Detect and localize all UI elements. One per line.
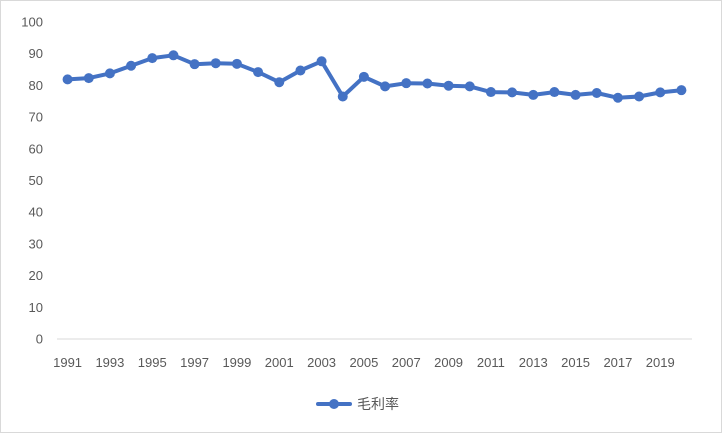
series-layer [62, 50, 687, 103]
data-point [274, 77, 285, 88]
data-point [676, 85, 687, 96]
y-tick-label: 70 [29, 110, 43, 125]
data-point [253, 67, 264, 78]
data-point [507, 87, 518, 98]
y-tick-label: 40 [29, 205, 43, 220]
legend-label: 毛利率 [357, 396, 399, 413]
x-tick-label: 1997 [180, 355, 209, 370]
data-point [655, 87, 666, 98]
x-tick-label: 1999 [222, 355, 251, 370]
data-point [210, 58, 221, 69]
y-tick-label: 0 [36, 332, 43, 347]
data-point [126, 60, 137, 71]
data-point [443, 80, 454, 91]
x-tick-label: 2017 [603, 355, 632, 370]
y-tick-label: 90 [29, 46, 43, 61]
y-axis: 0 10 20 30 40 50 60 70 80 90 100 [21, 15, 43, 347]
y-tick-label: 60 [29, 141, 43, 156]
data-point [401, 78, 412, 89]
data-point [570, 89, 581, 100]
data-point [316, 56, 327, 67]
x-tick-label: 2011 [477, 355, 505, 370]
x-axis: 1991 1993 1995 1997 1999 2001 2003 2005 2007 2009… [53, 338, 692, 370]
y-tick-label: 50 [29, 173, 43, 188]
data-point [62, 74, 73, 85]
data-point [337, 91, 348, 102]
x-tick-label: 1995 [138, 355, 167, 370]
y-tick-label: 10 [29, 300, 43, 315]
y-tick-label: 20 [29, 268, 43, 283]
data-point [591, 88, 602, 99]
x-tick-label: 1993 [95, 355, 124, 370]
x-tick-label: 2015 [561, 355, 590, 370]
data-point [634, 91, 645, 102]
x-tick-label: 2003 [307, 355, 336, 370]
data-point [358, 71, 369, 82]
data-point [422, 78, 433, 89]
legend: 毛利率 [316, 396, 399, 413]
y-tick-label: 30 [29, 236, 43, 251]
data-point [147, 53, 158, 64]
x-tick-label: 2007 [392, 355, 421, 370]
y-tick-label: 100 [21, 15, 43, 30]
data-point [231, 58, 242, 69]
data-point [83, 73, 94, 84]
data-point [549, 87, 560, 98]
y-tick-label: 80 [29, 78, 43, 93]
legend-marker [329, 399, 339, 409]
data-point [464, 81, 475, 92]
data-point [168, 50, 179, 61]
series-line [65, 53, 684, 100]
x-tick-label: 2019 [646, 355, 675, 370]
x-tick-label: 2009 [434, 355, 463, 370]
data-point [189, 59, 200, 70]
x-tick-label: 2001 [265, 355, 294, 370]
data-point [104, 68, 115, 79]
x-tick-label: 2013 [519, 355, 548, 370]
x-tick-label: 1991 [53, 355, 82, 370]
data-point [295, 65, 306, 76]
data-point [380, 81, 391, 92]
x-tick-label: 2005 [349, 355, 378, 370]
data-point [485, 87, 496, 98]
data-point [528, 89, 539, 100]
data-point [612, 92, 623, 103]
